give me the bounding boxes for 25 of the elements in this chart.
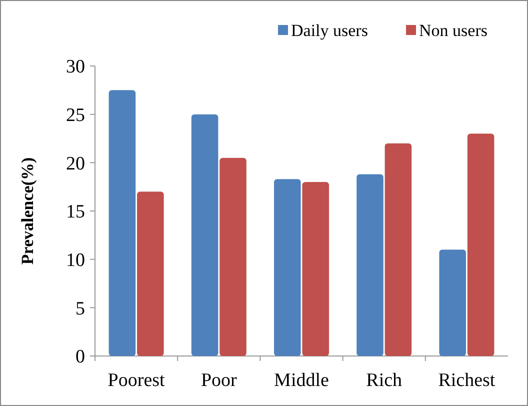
y-tick-label: 20 bbox=[66, 153, 85, 174]
bar bbox=[220, 158, 246, 356]
bar bbox=[137, 192, 164, 356]
y-tick-label: 30 bbox=[66, 56, 85, 78]
bar bbox=[439, 250, 466, 356]
bar bbox=[384, 143, 412, 356]
y-tick-label: 0 bbox=[76, 346, 85, 368]
bar bbox=[356, 174, 384, 356]
y-tick-label: 5 bbox=[76, 298, 85, 320]
legend-label: Daily users bbox=[291, 20, 368, 40]
y-axis-title: Prevalence(%) bbox=[18, 157, 37, 265]
x-tick-label: Middle bbox=[274, 370, 329, 391]
x-tick-label: Richest bbox=[438, 370, 496, 391]
bar bbox=[191, 114, 218, 356]
y-tick-label: 10 bbox=[66, 250, 85, 271]
y-tick-label: 25 bbox=[66, 104, 85, 126]
bar bbox=[467, 134, 494, 356]
x-tick-label: Poor bbox=[200, 370, 238, 391]
y-tick-label: 15 bbox=[66, 202, 85, 223]
x-tick-label: Poorest bbox=[108, 370, 166, 391]
bar bbox=[274, 179, 301, 356]
bar bbox=[302, 182, 329, 356]
bar bbox=[108, 90, 136, 356]
legend-label: Non users bbox=[419, 20, 488, 40]
x-tick-label: Rich bbox=[366, 370, 403, 391]
